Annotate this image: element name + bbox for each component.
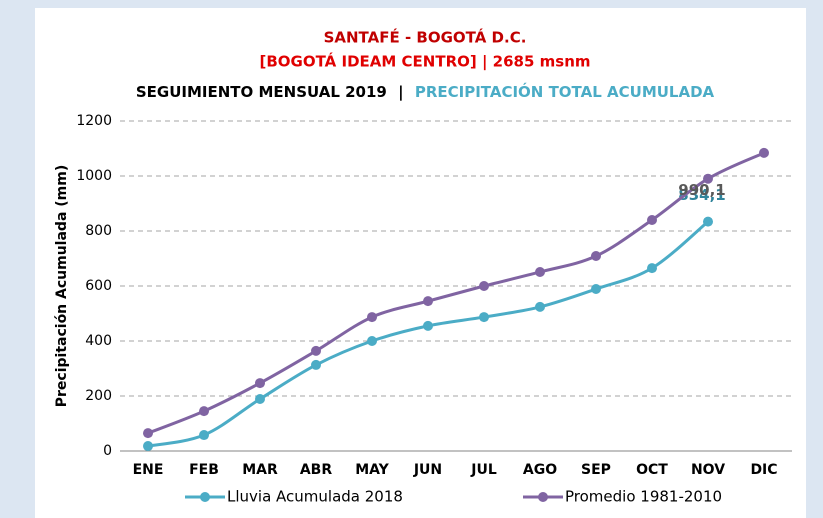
- point-marker: [199, 406, 209, 417]
- point-marker: [703, 173, 713, 184]
- x-tick-label: SEP: [581, 462, 611, 478]
- legend-label: Promedio 1981-2010: [565, 488, 722, 506]
- x-tick-label: JUN: [413, 462, 442, 478]
- point-marker: [255, 378, 265, 389]
- point-marker: [143, 441, 153, 452]
- heading-part: SEGUIMIENTO MENSUAL 2019: [136, 83, 387, 101]
- data-label: 990,1: [678, 181, 725, 199]
- point-marker: [143, 428, 153, 439]
- y-tick-label: 200: [85, 388, 112, 404]
- point-marker: [647, 215, 657, 225]
- point-marker: [423, 296, 433, 307]
- point-marker: [255, 394, 265, 405]
- heading-separator: |: [398, 83, 403, 102]
- y-tick-label: 600: [85, 278, 112, 294]
- y-axis-label: Precipitación Acumulada (mm): [54, 165, 70, 408]
- chart-heading: SEGUIMIENTO MENSUAL 2019 | PRECIPITACIÓN…: [136, 82, 715, 102]
- point-marker: [535, 266, 545, 277]
- point-marker: [703, 216, 713, 227]
- chart-subtitle: [BOGOTÁ IDEAM CENTRO] | 2685 msnm: [260, 52, 591, 72]
- legend-marker: [200, 492, 210, 502]
- y-tick-label: 1200: [76, 113, 112, 129]
- point-marker: [367, 336, 377, 346]
- point-marker: [311, 359, 321, 370]
- point-marker: [479, 312, 489, 323]
- point-marker: [423, 320, 433, 331]
- point-marker: [591, 284, 601, 295]
- point-marker: [311, 345, 321, 356]
- x-tick-label: ABR: [300, 462, 333, 478]
- x-tick-label: MAR: [242, 462, 278, 478]
- legend-label: Lluvia Acumulada 2018: [227, 488, 403, 506]
- point-marker: [759, 147, 769, 158]
- chart-area: [35, 8, 806, 518]
- x-tick-label: JUL: [470, 462, 497, 478]
- point-marker: [591, 251, 601, 262]
- x-tick-label: ENE: [133, 462, 164, 478]
- y-tick-label: 0: [103, 443, 112, 459]
- x-tick-label: OCT: [636, 462, 668, 478]
- x-tick-label: NOV: [691, 462, 725, 478]
- y-tick-label: 400: [85, 333, 112, 349]
- point-marker: [199, 430, 209, 441]
- heading-part: PRECIPITACIÓN TOTAL ACUMULADA: [415, 82, 715, 101]
- point-marker: [479, 281, 489, 291]
- point-marker: [367, 312, 377, 323]
- chart-title: SANTAFÉ - BOGOTÁ D.C.: [324, 28, 527, 47]
- y-tick-label: 800: [85, 223, 112, 239]
- x-tick-label: MAY: [355, 462, 389, 478]
- y-tick-label: 1000: [76, 168, 112, 184]
- point-marker: [647, 263, 657, 274]
- x-tick-label: AGO: [523, 462, 557, 478]
- legend-marker: [538, 492, 548, 502]
- point-marker: [535, 301, 545, 312]
- x-tick-label: DIC: [750, 462, 777, 478]
- x-tick-label: FEB: [189, 462, 219, 478]
